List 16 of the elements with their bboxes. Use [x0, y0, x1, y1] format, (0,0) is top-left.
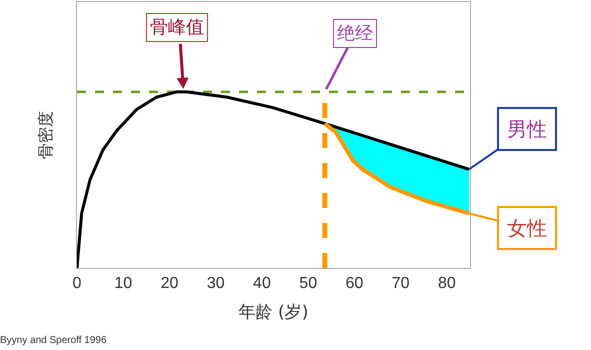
text: Byyny and Speroff 1996 — [0, 335, 107, 346]
annotation: 骨峰值 — [150, 17, 204, 38]
x-tick-label: 20 — [160, 275, 178, 292]
legend-label: 女性 — [507, 216, 547, 240]
x-tick-label: 70 — [392, 275, 410, 292]
x-tick-label: 80 — [438, 275, 456, 292]
x-tick-label: 30 — [206, 275, 225, 292]
x-tick-label: 10 — [114, 275, 132, 292]
x-tick-label: 50 — [299, 275, 318, 292]
annotation: 绝经 — [337, 23, 373, 44]
text: 男性 — [507, 117, 547, 141]
x-tick-label: 60 — [346, 275, 364, 292]
y-axis-title: 骨密度 — [36, 111, 55, 159]
x-axis-title: 年龄 (岁) — [238, 302, 308, 323]
x-tick-label: 0 — [72, 275, 82, 292]
x-tick-label: 40 — [253, 275, 271, 292]
